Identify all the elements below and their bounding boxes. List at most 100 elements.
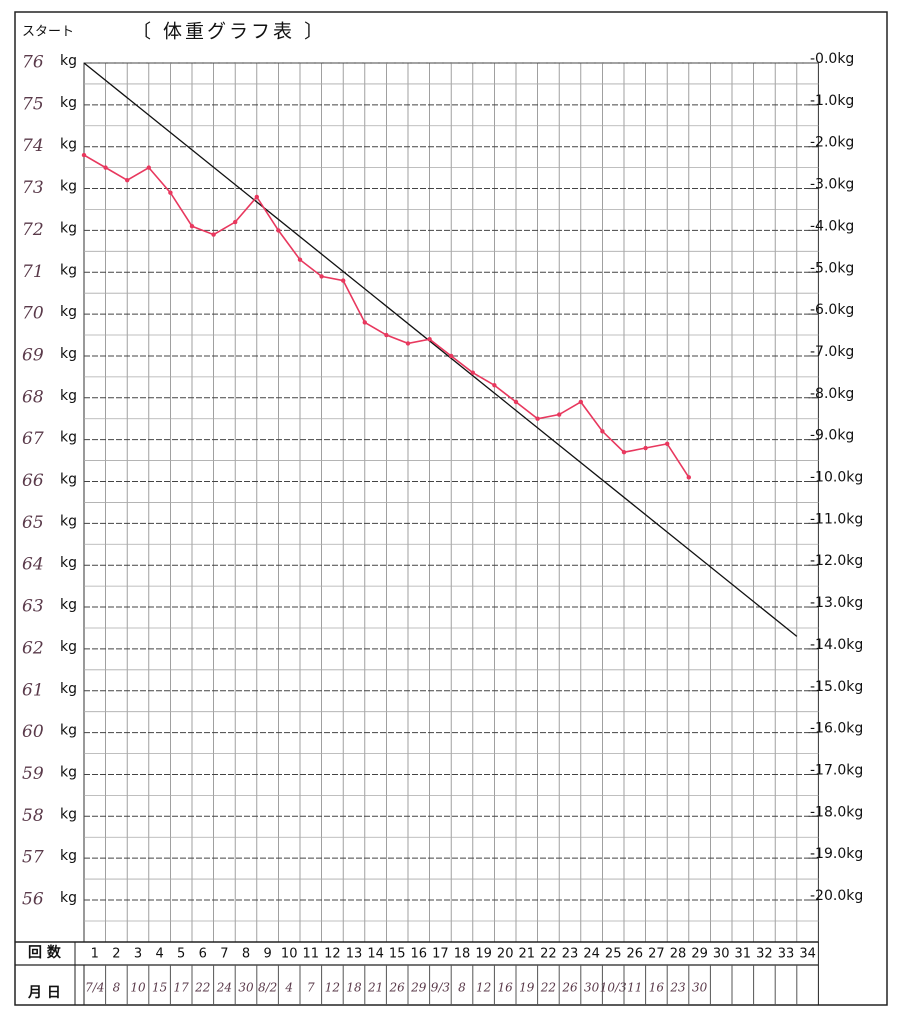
count-label: 11 xyxy=(303,947,320,962)
y-tick-label: 69 xyxy=(22,345,44,365)
y-tick-label: 62 xyxy=(22,638,44,658)
corner-label: スタート xyxy=(22,25,74,40)
count-label: 31 xyxy=(735,947,752,962)
weight-point xyxy=(665,441,670,447)
weight-point xyxy=(405,341,411,346)
count-label: 8 xyxy=(242,947,250,962)
date-label: 16 xyxy=(649,981,665,995)
date-label: 8 xyxy=(458,981,466,995)
weight-point xyxy=(535,416,540,421)
count-label: 15 xyxy=(389,947,406,962)
y-tick-label: 65 xyxy=(22,513,44,533)
date-label: 10 xyxy=(130,981,146,995)
y2-tick-label: -15.0kg xyxy=(810,679,863,695)
date-label: 30 xyxy=(238,981,254,995)
y2-tick-label: -11.0kg xyxy=(810,511,863,527)
y-tick-label: 74 xyxy=(22,136,44,156)
y-unit-label: kg xyxy=(60,597,77,613)
date-label: 12 xyxy=(325,981,340,995)
y-tick-label: 67 xyxy=(22,429,44,449)
date-label: 30 xyxy=(584,981,600,995)
count-label: 33 xyxy=(778,947,795,962)
y2-tick-label: -7.0kg xyxy=(810,344,854,360)
count-label: 1 xyxy=(91,947,99,962)
y-tick-label: 72 xyxy=(22,220,44,240)
weight-point xyxy=(319,274,324,279)
date-label: 26 xyxy=(561,981,578,995)
count-label: 30 xyxy=(713,947,730,962)
date-label: 21 xyxy=(367,981,383,995)
y-tick-label: 75 xyxy=(22,94,44,114)
weight-point xyxy=(125,177,130,183)
count-label: 22 xyxy=(540,947,557,962)
count-label: 25 xyxy=(605,947,622,962)
y-unit-label: kg xyxy=(60,472,77,488)
weight-point xyxy=(643,445,648,451)
date-row-label: 月 日 xyxy=(27,985,61,1001)
y-unit-label: kg xyxy=(60,513,77,529)
y-tick-label: 60 xyxy=(22,722,44,742)
y-unit-label: kg xyxy=(60,53,77,69)
count-label: 16 xyxy=(411,947,428,962)
weight-point xyxy=(492,383,497,388)
date-label: 7 xyxy=(307,981,315,995)
count-label: 26 xyxy=(627,947,644,962)
count-label: 5 xyxy=(177,947,185,962)
date-label: 4 xyxy=(284,981,293,995)
y-tick-label: 64 xyxy=(22,555,44,575)
y2-tick-label: -3.0kg xyxy=(810,177,854,193)
y-unit-label: kg xyxy=(60,430,77,446)
count-label: 23 xyxy=(562,947,579,962)
count-label: 10 xyxy=(281,947,298,962)
y-tick-label: 56 xyxy=(22,890,44,910)
y-unit-label: kg xyxy=(60,262,77,278)
y-unit-label: kg xyxy=(60,639,77,655)
y-unit-label: kg xyxy=(60,304,77,320)
date-label: 8/2 xyxy=(258,981,277,995)
weight-point xyxy=(557,412,562,417)
weight-point xyxy=(449,353,454,359)
count-label: 3 xyxy=(134,947,142,962)
count-label: 7 xyxy=(220,947,228,962)
date-label: 15 xyxy=(152,981,167,995)
y2-tick-label: -2.0kg xyxy=(810,135,854,151)
y2-tick-label: -9.0kg xyxy=(810,428,854,444)
y2-tick-label: -1.0kg xyxy=(810,93,854,109)
weight-point xyxy=(578,399,583,405)
weight-point xyxy=(513,399,519,405)
weight-point xyxy=(254,194,259,200)
count-label: 27 xyxy=(648,947,665,962)
date-label: 11 xyxy=(627,981,642,995)
y-unit-label: kg xyxy=(60,137,77,153)
count-label: 13 xyxy=(346,947,363,962)
y-unit-label: kg xyxy=(60,764,77,780)
weight-point xyxy=(103,165,108,170)
count-label: 6 xyxy=(199,947,207,962)
y-tick-label: 59 xyxy=(22,764,44,784)
y-tick-label: 66 xyxy=(22,471,44,491)
y-unit-label: kg xyxy=(60,890,77,906)
weight-point xyxy=(189,224,195,229)
count-label: 4 xyxy=(155,947,163,962)
weight-point xyxy=(427,337,432,342)
weight-point xyxy=(384,332,389,338)
weight-point xyxy=(146,165,151,170)
y2-tick-label: -14.0kg xyxy=(810,637,863,653)
count-label: 14 xyxy=(367,947,384,962)
count-label: 29 xyxy=(691,947,708,962)
count-label: 17 xyxy=(432,947,449,962)
date-label: 18 xyxy=(346,981,362,995)
y-unit-label: kg xyxy=(60,806,77,822)
date-label: 19 xyxy=(519,981,535,995)
y-unit-label: kg xyxy=(60,388,77,404)
y2-tick-label: -16.0kg xyxy=(810,721,863,737)
date-label: 16 xyxy=(498,981,514,995)
date-label: 17 xyxy=(174,981,190,995)
date-label: 9/3 xyxy=(431,981,451,995)
y-unit-label: kg xyxy=(60,346,77,362)
weight-point xyxy=(81,152,87,158)
count-label: 2 xyxy=(112,947,120,962)
y2-tick-label: -0.0kg xyxy=(810,51,854,67)
count-label: 21 xyxy=(519,947,536,962)
